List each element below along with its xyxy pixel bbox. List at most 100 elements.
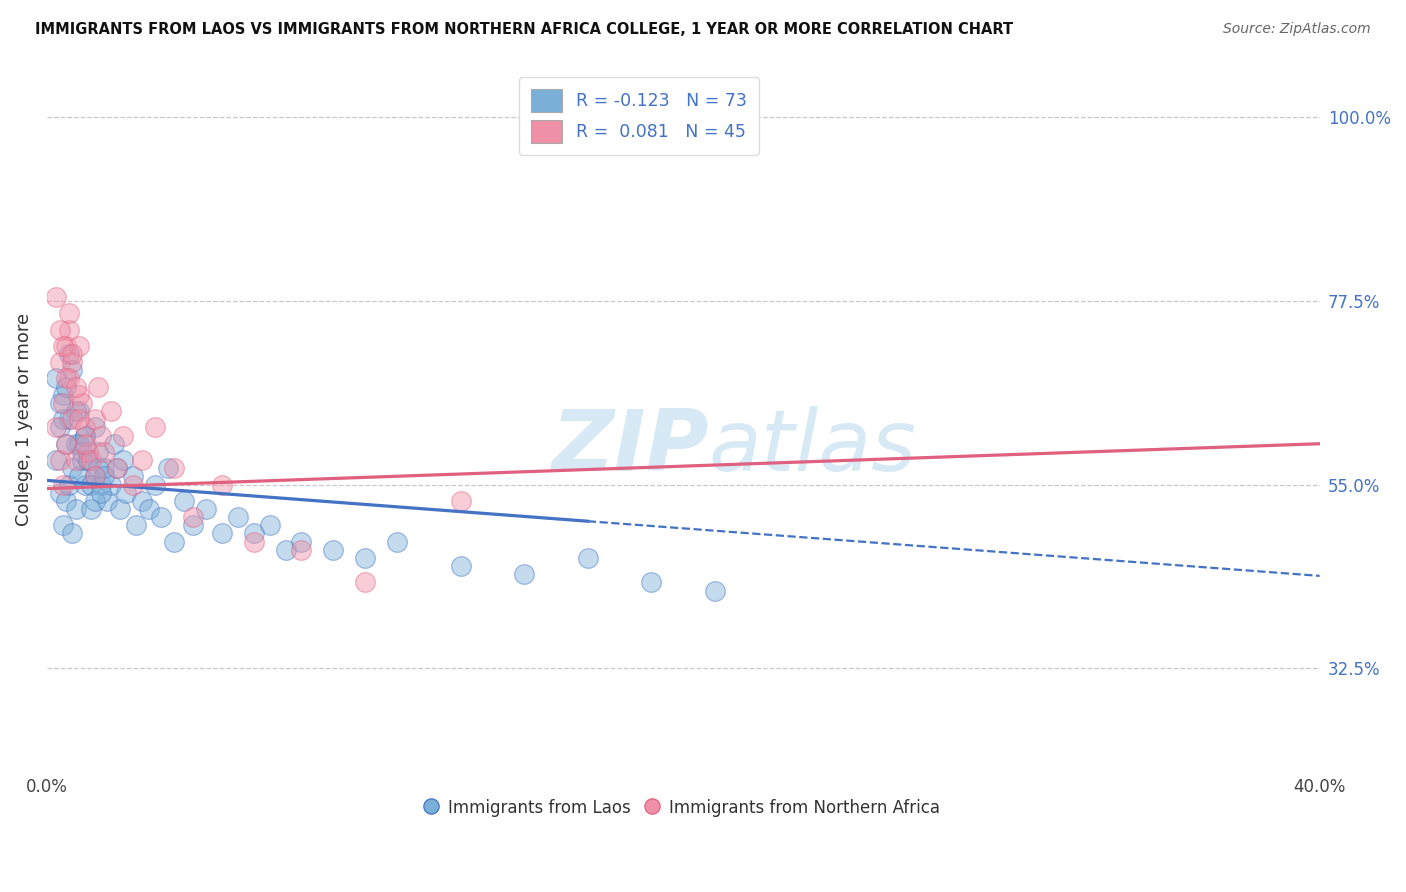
Point — [513, 567, 536, 582]
Point — [45, 371, 67, 385]
Point — [103, 436, 125, 450]
Point — [60, 355, 83, 369]
Point — [112, 428, 135, 442]
Point — [105, 461, 128, 475]
Point — [640, 575, 662, 590]
Point — [77, 453, 100, 467]
Point — [55, 436, 77, 450]
Point — [138, 502, 160, 516]
Point — [45, 420, 67, 434]
Point — [48, 355, 70, 369]
Point — [60, 461, 83, 475]
Point — [60, 347, 83, 361]
Point — [90, 477, 112, 491]
Point — [354, 550, 377, 565]
Point — [108, 502, 131, 516]
Point — [150, 510, 173, 524]
Point — [58, 371, 80, 385]
Point — [322, 542, 344, 557]
Point — [55, 339, 77, 353]
Point — [48, 485, 70, 500]
Point — [65, 379, 87, 393]
Point — [83, 493, 105, 508]
Point — [181, 518, 204, 533]
Point — [90, 428, 112, 442]
Point — [195, 502, 218, 516]
Point — [100, 477, 122, 491]
Point — [45, 290, 67, 304]
Point — [55, 379, 77, 393]
Point — [65, 404, 87, 418]
Point — [58, 306, 80, 320]
Point — [576, 550, 599, 565]
Point — [80, 477, 103, 491]
Point — [75, 428, 97, 442]
Point — [143, 477, 166, 491]
Text: IMMIGRANTS FROM LAOS VS IMMIGRANTS FROM NORTHERN AFRICA COLLEGE, 1 YEAR OR MORE : IMMIGRANTS FROM LAOS VS IMMIGRANTS FROM … — [35, 22, 1014, 37]
Point — [65, 453, 87, 467]
Legend: Immigrants from Laos, Immigrants from Northern Africa: Immigrants from Laos, Immigrants from No… — [420, 791, 946, 825]
Point — [121, 477, 143, 491]
Point — [70, 396, 93, 410]
Point — [242, 534, 264, 549]
Point — [181, 510, 204, 524]
Point — [163, 461, 186, 475]
Point — [55, 493, 77, 508]
Point — [52, 477, 75, 491]
Point — [70, 445, 93, 459]
Point — [450, 559, 472, 574]
Point — [125, 518, 148, 533]
Point — [70, 453, 93, 467]
Point — [143, 420, 166, 434]
Point — [87, 461, 110, 475]
Point — [131, 453, 153, 467]
Point — [75, 477, 97, 491]
Point — [60, 363, 83, 377]
Point — [354, 575, 377, 590]
Point — [115, 485, 138, 500]
Point — [58, 412, 80, 426]
Point — [100, 404, 122, 418]
Point — [58, 347, 80, 361]
Point — [67, 404, 90, 418]
Point — [67, 436, 90, 450]
Point — [77, 445, 100, 459]
Point — [45, 453, 67, 467]
Point — [60, 412, 83, 426]
Point — [163, 534, 186, 549]
Point — [93, 445, 115, 459]
Point — [83, 469, 105, 483]
Point — [105, 461, 128, 475]
Point — [112, 453, 135, 467]
Point — [704, 583, 727, 598]
Point — [156, 461, 179, 475]
Y-axis label: College, 1 year or more: College, 1 year or more — [15, 313, 32, 525]
Point — [67, 388, 90, 402]
Point — [55, 371, 77, 385]
Point — [211, 526, 233, 541]
Text: Source: ZipAtlas.com: Source: ZipAtlas.com — [1223, 22, 1371, 37]
Point — [60, 526, 83, 541]
Point — [75, 420, 97, 434]
Point — [48, 420, 70, 434]
Point — [58, 477, 80, 491]
Point — [93, 461, 115, 475]
Point — [52, 396, 75, 410]
Point — [75, 436, 97, 450]
Point — [90, 485, 112, 500]
Point — [83, 420, 105, 434]
Point — [52, 412, 75, 426]
Point — [131, 493, 153, 508]
Point — [83, 412, 105, 426]
Point — [52, 339, 75, 353]
Point — [274, 542, 297, 557]
Point — [48, 322, 70, 336]
Point — [87, 445, 110, 459]
Point — [290, 542, 312, 557]
Text: atlas: atlas — [709, 406, 917, 489]
Point — [173, 493, 195, 508]
Point — [211, 477, 233, 491]
Point — [385, 534, 408, 549]
Point — [96, 493, 118, 508]
Point — [52, 388, 75, 402]
